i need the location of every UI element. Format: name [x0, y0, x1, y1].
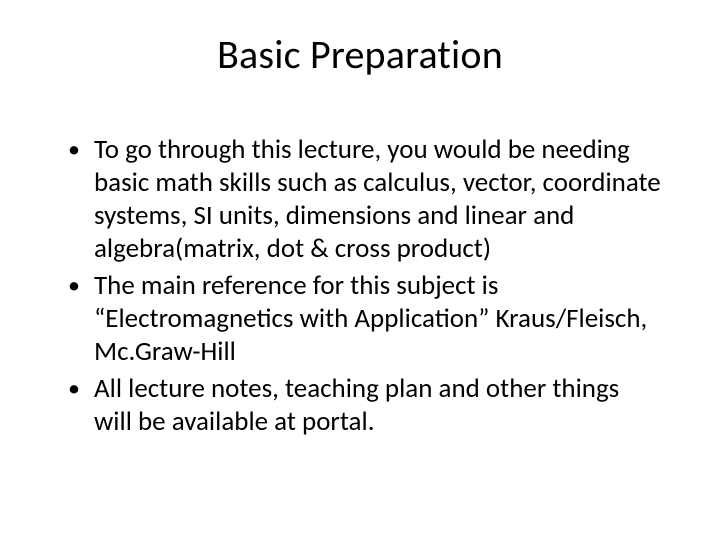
- bullet-text: To go through this lecture, you would be…: [94, 133, 661, 265]
- list-item: The main reference for this subject is “…: [68, 270, 662, 369]
- bullet-list: To go through this lecture, you would be…: [48, 134, 672, 438]
- list-item: To go through this lecture, you would be…: [68, 134, 662, 266]
- list-item: All lecture notes, teaching plan and oth…: [68, 373, 662, 439]
- slide: Basic Preparation To go through this lec…: [0, 0, 720, 540]
- bullet-text: All lecture notes, teaching plan and oth…: [94, 372, 619, 438]
- slide-title: Basic Preparation: [48, 30, 672, 79]
- bullet-text: The main reference for this subject is “…: [94, 269, 647, 368]
